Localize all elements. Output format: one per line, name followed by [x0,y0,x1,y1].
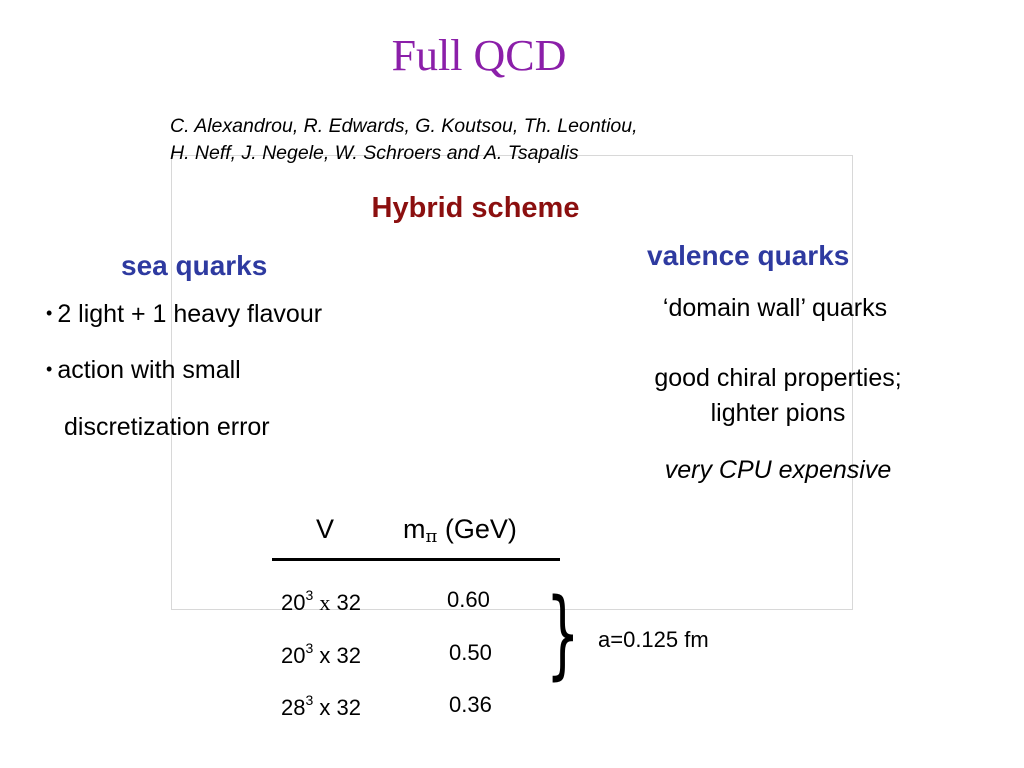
time-extent: 32 [336,695,362,720]
sea-bullet-2: • action with small [46,356,241,385]
volume-base: 20 [281,590,306,615]
author-list: C. Alexandrou, R. Edwards, G. Koutsou, T… [170,113,638,167]
times-sign: x [319,695,331,720]
slide-title: Full QCD [391,31,567,80]
bullet-marker: • [46,359,53,379]
time-extent: 32 [336,590,362,615]
table-row-1-pion-mass: 0.60 [447,587,490,612]
times-sign: x [319,643,331,668]
valence-cost: very CPU expensive [664,456,892,484]
table-row-3-volume: 283 x 32 [281,692,361,721]
table-row-2-pion-mass: 0.50 [449,640,492,665]
pion-mass-unit: (GeV) [444,514,517,544]
bullet-marker: • [46,303,53,323]
table-row-1-volume: 203 x 32 [281,587,361,616]
sea-bullet-1: • 2 light + 1 heavy flavour [46,300,322,329]
column-header-pion-mass: mπ (GeV) [403,514,517,547]
volume-exponent: 3 [305,587,314,603]
sea-bullet-1-text: 2 light + 1 heavy flavour [57,300,323,328]
author-line-1: C. Alexandrou, R. Edwards, G. Koutsou, T… [170,115,638,137]
pion-mass-symbol: m [403,514,426,544]
time-extent: 32 [336,643,362,668]
column-header-volume: V [316,514,335,544]
times-sign: x [319,590,331,615]
table-row-2-volume: 203 x 32 [281,640,361,669]
content-frame [171,155,853,610]
grouping-brace: } [546,578,580,690]
valence-properties-line-1: good chiral properties; [654,364,902,392]
sea-bullet-2-continuation: discretization error [64,413,270,441]
author-line-2: H. Neff, J. Negele, W. Schroers and A. T… [170,142,579,164]
sea-quarks-heading: sea quarks [121,250,268,281]
volume-base: 28 [281,695,306,720]
volume-base: 20 [281,643,306,668]
table-header-rule [272,558,560,561]
scheme-heading: Hybrid scheme [371,192,580,224]
valence-properties-line-2: lighter pions [710,399,846,427]
pion-subscript: π [425,526,438,547]
volume-exponent: 3 [305,692,314,708]
valence-type: ‘domain wall’ quarks [662,294,888,322]
lattice-spacing-label: a=0.125 fm [598,627,709,652]
valence-quarks-heading: valence quarks [647,240,850,271]
volume-exponent: 3 [305,640,314,656]
table-row-3-pion-mass: 0.36 [449,692,492,717]
sea-bullet-2-text: action with small [57,356,241,384]
